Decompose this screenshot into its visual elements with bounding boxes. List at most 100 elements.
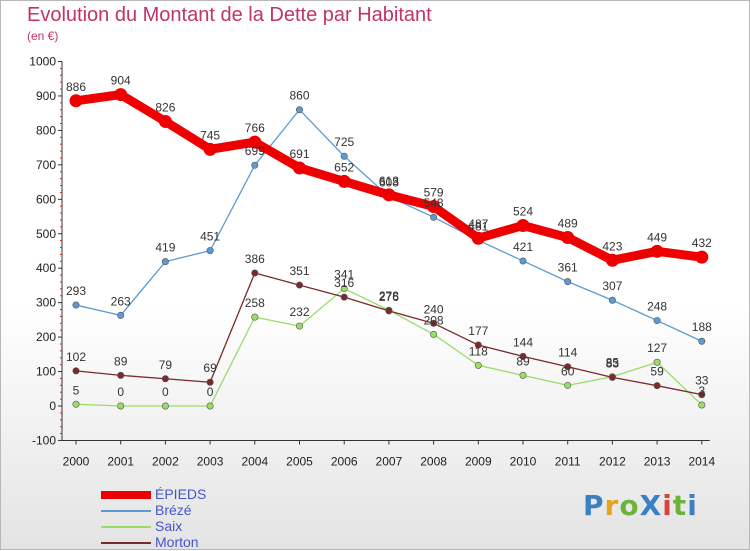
legend-swatch <box>101 526 151 528</box>
legend-swatch <box>101 542 151 544</box>
x-tick-label: 2001 <box>107 454 134 468</box>
data-point <box>430 319 438 327</box>
data-label: 276 <box>379 290 399 304</box>
legend-label: Brézé <box>155 502 192 518</box>
logo-letter: r <box>604 489 620 522</box>
data-point <box>564 381 572 389</box>
data-label: 487 <box>468 217 488 231</box>
data-point <box>293 161 306 175</box>
data-label: 699 <box>245 144 265 158</box>
legend-swatch <box>101 510 151 512</box>
data-point <box>698 337 706 345</box>
y-tick-label: 800 <box>36 123 56 137</box>
y-tick-label: 1000 <box>29 55 56 69</box>
data-label: 188 <box>692 320 712 334</box>
data-point <box>698 401 706 409</box>
data-label: 208 <box>424 313 444 327</box>
data-point <box>295 322 303 330</box>
data-label: 904 <box>111 74 131 88</box>
data-point <box>382 188 396 202</box>
data-label: 316 <box>334 276 354 290</box>
data-label: 240 <box>424 302 444 316</box>
x-tick-label: 2007 <box>376 454 403 468</box>
data-label: 449 <box>647 230 667 244</box>
data-label: 341 <box>334 268 354 282</box>
x-tick-label: 2008 <box>420 454 447 468</box>
chart-title: Evolution du Montant de la Dette par Hab… <box>27 4 432 26</box>
y-tick-label: -100 <box>32 433 56 447</box>
x-tick-label: 2012 <box>599 454 626 468</box>
data-point <box>72 301 80 309</box>
axes: -100010020030040050060070080090010002000… <box>29 55 715 469</box>
x-tick-label: 2003 <box>197 454 224 468</box>
x-tick-label: 2009 <box>465 454 492 468</box>
data-point <box>564 363 572 371</box>
data-point <box>474 361 482 369</box>
data-label: 860 <box>289 89 309 103</box>
data-label: 826 <box>155 100 175 114</box>
legend-label: Morton <box>155 534 199 550</box>
x-tick-label: 2004 <box>241 454 268 468</box>
legend-label: Saix <box>155 518 183 534</box>
data-label: 0 <box>117 385 124 399</box>
data-labels: 886 9048267457666916526135794875244894234… <box>66 74 712 399</box>
data-label: 579 <box>424 186 444 200</box>
data-point <box>251 269 259 277</box>
data-label: 232 <box>289 305 309 319</box>
data-label: 691 <box>289 147 309 161</box>
x-tick-label: 2010 <box>510 454 537 468</box>
y-tick-label: 600 <box>36 192 56 206</box>
data-point <box>72 367 80 375</box>
data-label: 102 <box>66 350 86 364</box>
x-tick-label: 2014 <box>688 454 715 468</box>
data-label: 177 <box>468 324 488 338</box>
data-label: 144 <box>513 335 533 349</box>
x-tick-label: 2006 <box>331 454 358 468</box>
data-point <box>519 371 527 379</box>
data-point <box>251 313 259 321</box>
data-label: 69 <box>203 361 217 375</box>
data-point <box>206 378 214 386</box>
data-label: 361 <box>558 261 578 275</box>
legend-item: ÉPIEDS <box>101 486 261 503</box>
y-tick-label: 900 <box>36 89 56 103</box>
logo-letter: t <box>672 489 688 522</box>
data-label: 886 <box>66 80 86 94</box>
data-point <box>158 114 172 128</box>
data-label: 421 <box>513 240 533 254</box>
data-point <box>385 307 393 315</box>
data-label: 351 <box>289 264 309 278</box>
data-point <box>698 391 706 399</box>
data-label: 766 <box>245 121 265 135</box>
data-label: 451 <box>200 230 220 244</box>
data-label: 0 <box>207 385 214 399</box>
data-label: 258 <box>245 296 265 310</box>
data-point <box>650 244 664 258</box>
y-tick-label: 700 <box>36 158 56 172</box>
proxiti-logo: ProXiti <box>583 489 698 522</box>
data-label: 60 <box>561 364 575 378</box>
data-point <box>206 402 214 410</box>
y-tick-label: 300 <box>36 296 56 310</box>
data-point <box>653 317 661 325</box>
series-line-brézé <box>75 109 703 342</box>
data-point <box>206 247 214 255</box>
data-label: 745 <box>200 128 220 142</box>
chart-subtitle: (en €) <box>27 29 59 43</box>
data-label: 278 <box>379 289 399 303</box>
data-point <box>653 382 661 390</box>
data-point <box>117 311 125 319</box>
data-point <box>519 257 527 265</box>
data-label: 725 <box>334 135 354 149</box>
data-label: 85 <box>606 356 620 370</box>
data-point <box>248 135 262 149</box>
y-tick-label: 500 <box>36 227 56 241</box>
data-point <box>203 142 217 156</box>
data-label: 608 <box>379 176 399 190</box>
data-label: 423 <box>602 239 622 253</box>
data-point <box>471 231 485 245</box>
data-label: 59 <box>650 365 664 379</box>
data-point <box>161 258 169 266</box>
